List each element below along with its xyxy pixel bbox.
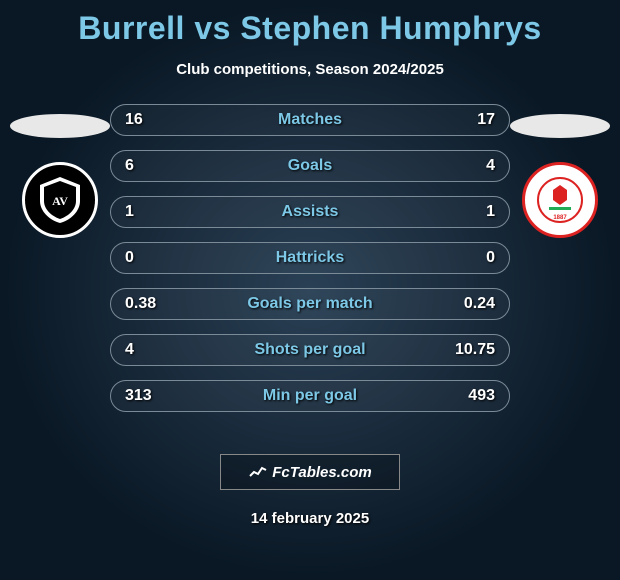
player-left-placeholder [10,114,110,138]
stat-row-gpm: 0.38 Goals per match 0.24 [110,288,510,320]
stat-row-matches: 16 Matches 17 [110,104,510,136]
stat-row-spg: 4 Shots per goal 10.75 [110,334,510,366]
stat-right-value: 0.24 [435,295,495,313]
stat-label: Shots per goal [185,341,435,359]
svg-text:1887: 1887 [553,215,567,221]
stat-left-value: 0.38 [125,295,185,313]
comparison-panel: AV 1887 16 Matches 17 6 Goals 4 1 Assist… [0,104,620,434]
crest-icon: 1887 [535,175,585,225]
stat-row-goals: 6 Goals 4 [110,150,510,182]
page-title: Burrell vs Stephen Humphrys [0,0,620,47]
stat-left-value: 16 [125,111,185,129]
stat-label: Hattricks [185,249,435,267]
chart-icon [248,464,268,480]
stat-right-value: 1 [435,203,495,221]
stat-right-value: 10.75 [435,341,495,359]
stat-row-hattricks: 0 Hattricks 0 [110,242,510,274]
club-badge-right: 1887 [522,162,598,238]
svg-text:AV: AV [52,194,68,208]
player-right-placeholder [510,114,610,138]
stat-left-value: 1 [125,203,185,221]
stat-row-assists: 1 Assists 1 [110,196,510,228]
stat-left-value: 6 [125,157,185,175]
stat-label: Assists [185,203,435,221]
stat-left-value: 313 [125,387,185,405]
stat-row-mpg: 313 Min per goal 493 [110,380,510,412]
subtitle: Club competitions, Season 2024/2025 [0,61,620,78]
stat-rows: 16 Matches 17 6 Goals 4 1 Assists 1 0 Ha… [110,104,510,426]
stat-label: Min per goal [185,387,435,405]
stat-label: Goals [185,157,435,175]
branding-box: FcTables.com [220,454,400,490]
stat-left-value: 4 [125,341,185,359]
stat-right-value: 17 [435,111,495,129]
branding-text: FcTables.com [272,464,371,481]
shield-icon: AV [35,175,85,225]
stat-right-value: 493 [435,387,495,405]
stat-right-value: 0 [435,249,495,267]
stat-label: Goals per match [185,295,435,313]
club-badge-left: AV [22,162,98,238]
stat-left-value: 0 [125,249,185,267]
date-text: 14 february 2025 [0,510,620,527]
stat-label: Matches [185,111,435,129]
stat-right-value: 4 [435,157,495,175]
